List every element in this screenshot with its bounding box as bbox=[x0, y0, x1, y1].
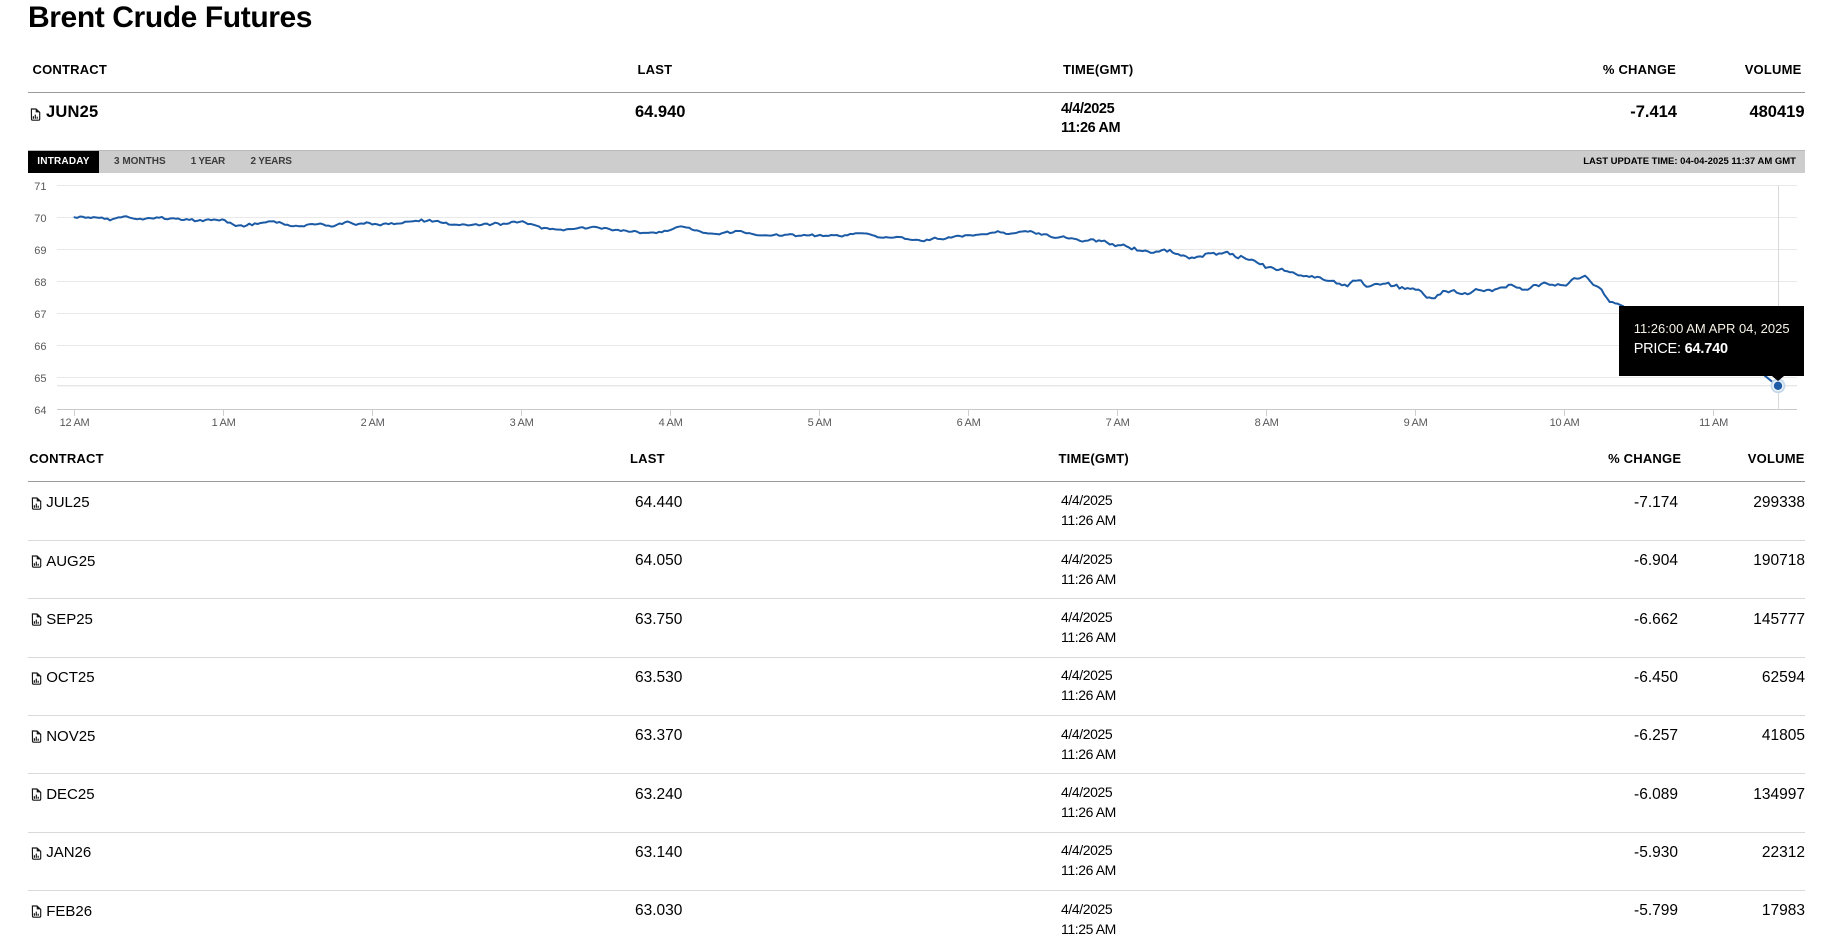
svg-text:5 AM: 5 AM bbox=[808, 417, 832, 429]
svg-text:7 AM: 7 AM bbox=[1106, 417, 1130, 429]
svg-text:71: 71 bbox=[34, 181, 46, 193]
svg-text:8 AM: 8 AM bbox=[1255, 417, 1279, 429]
svg-text:1 AM: 1 AM bbox=[212, 417, 236, 429]
svg-text:6 AM: 6 AM bbox=[957, 417, 981, 429]
svg-text:2 AM: 2 AM bbox=[361, 417, 385, 429]
svg-text:10 AM: 10 AM bbox=[1550, 417, 1580, 429]
svg-text:69: 69 bbox=[34, 245, 46, 257]
svg-text:68: 68 bbox=[34, 277, 46, 289]
svg-text:9 AM: 9 AM bbox=[1404, 417, 1428, 429]
svg-text:11 AM: 11 AM bbox=[1699, 417, 1728, 429]
svg-text:65: 65 bbox=[34, 373, 46, 385]
svg-text:4 AM: 4 AM bbox=[659, 417, 683, 429]
svg-text:64: 64 bbox=[34, 405, 46, 417]
svg-text:12 AM: 12 AM bbox=[60, 417, 90, 429]
svg-text:67: 67 bbox=[34, 309, 46, 321]
svg-text:3 AM: 3 AM bbox=[510, 417, 534, 429]
svg-text:70: 70 bbox=[34, 213, 46, 225]
svg-text:66: 66 bbox=[34, 341, 46, 353]
